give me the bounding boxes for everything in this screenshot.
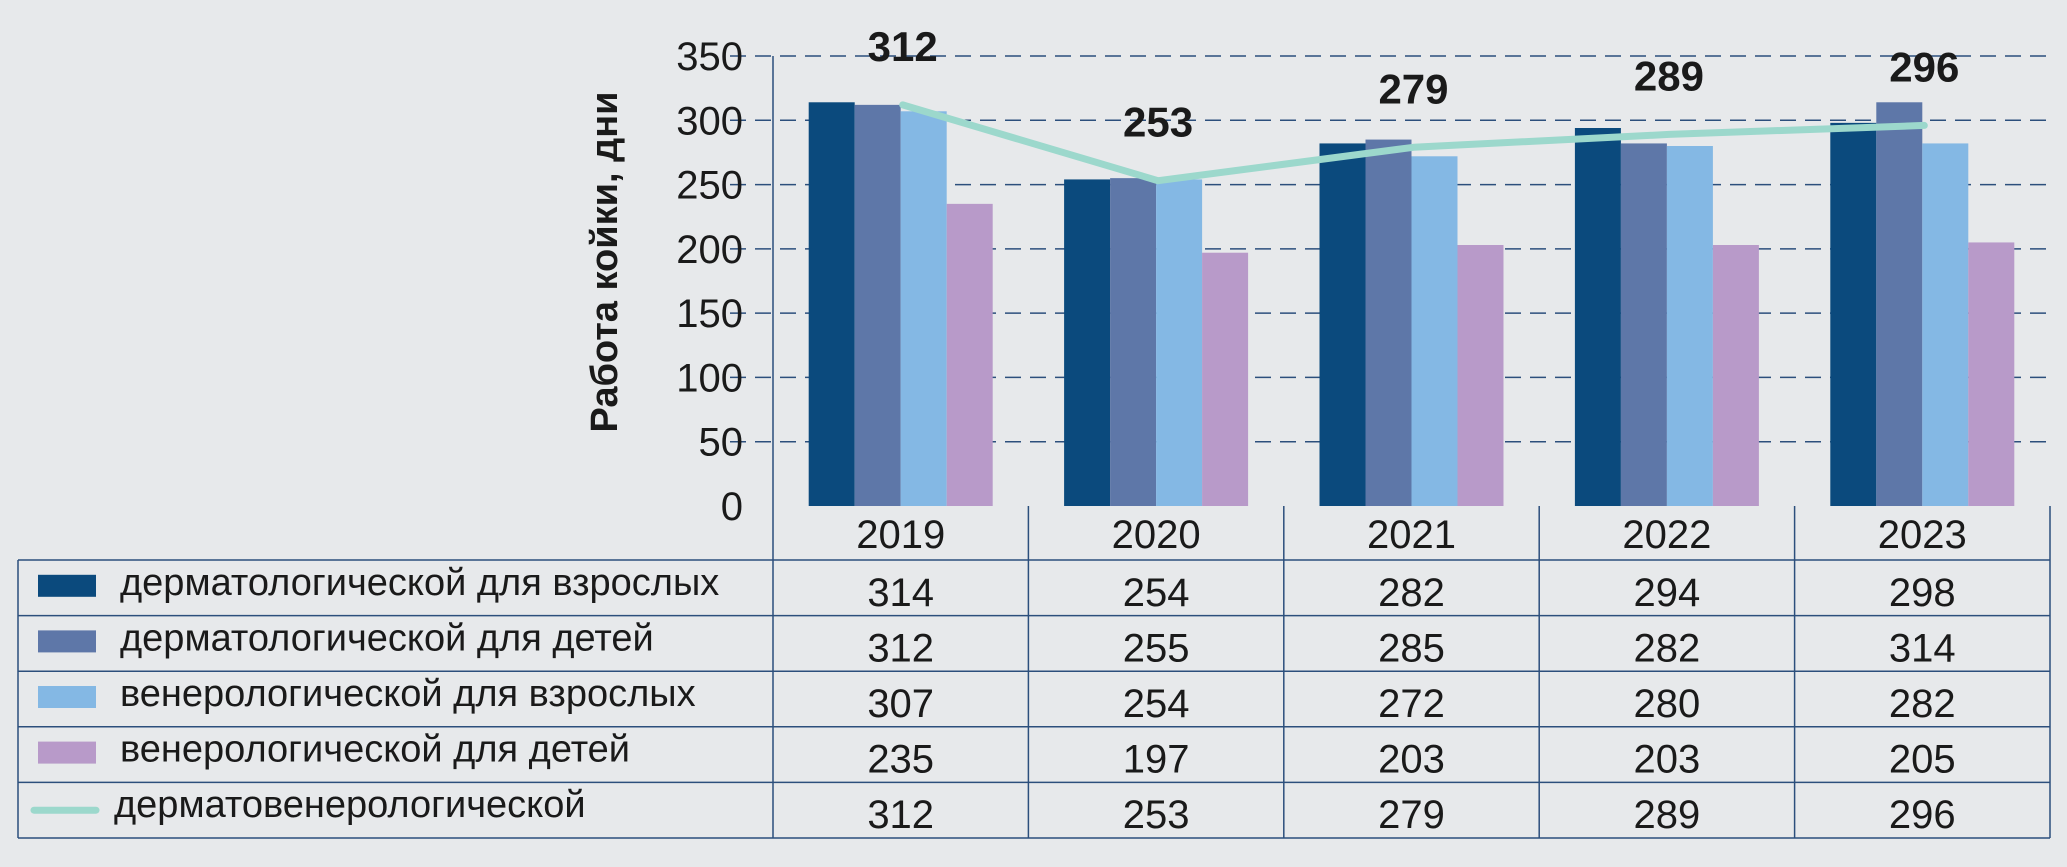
bar [946, 203, 993, 506]
table-cell-value: 197 [1123, 738, 1190, 782]
table-cell-value: 282 [1634, 626, 1701, 670]
bar [1319, 143, 1366, 506]
y-axis-ticks: 0 50 100 150 200 250 300 350 [676, 35, 743, 529]
table-cell-value: 205 [1889, 738, 1956, 782]
table-cell-value: 314 [1889, 626, 1956, 670]
data-label: 289 [1634, 52, 1704, 99]
bar [1620, 143, 1667, 506]
y-tick-label: 350 [676, 35, 743, 79]
table-cell-value: 307 [867, 682, 934, 726]
table-cell-value: 296 [1889, 793, 1956, 837]
table-cell-value: 203 [1634, 738, 1701, 782]
legend-label: дерматовенерологической [114, 784, 586, 826]
legend-swatch [38, 741, 96, 764]
bar [1110, 178, 1157, 506]
y-tick-label: 150 [676, 292, 743, 336]
table-cell-value: 280 [1634, 682, 1701, 726]
table-cell-value: 255 [1123, 626, 1190, 670]
legend-swatch [38, 574, 96, 597]
bar [1968, 242, 2015, 506]
data-label: 279 [1378, 65, 1448, 112]
bar [1156, 179, 1203, 506]
table-cell-value: 282 [1378, 571, 1445, 615]
table-cell-value: 253 [1123, 793, 1190, 837]
legend-swatch [38, 686, 96, 708]
y-tick-label: 100 [676, 356, 743, 400]
bar [1876, 102, 1923, 507]
category-label: 2023 [1878, 513, 1967, 557]
table-cell-value: 254 [1123, 571, 1190, 615]
legend-label: венерологической для взрослых [120, 673, 696, 715]
table-cell-value: 289 [1634, 793, 1701, 837]
bar [1712, 245, 1759, 506]
bar [1574, 128, 1621, 506]
table-cell-value: 314 [867, 571, 934, 615]
table-cell-value: 285 [1378, 626, 1445, 670]
table-cell-value: 203 [1378, 738, 1445, 782]
data-label: 296 [1889, 43, 1959, 90]
bar [1411, 156, 1458, 507]
category-label: 2020 [1112, 513, 1201, 557]
table-cell-value: 312 [867, 626, 934, 670]
legend-label: венерологической для детей [120, 729, 630, 771]
legend-label: дерматологической для детей [120, 617, 654, 659]
bar [1365, 139, 1412, 507]
line-series: 312 253 279 289 296 [868, 23, 1959, 185]
legend-swatch [38, 630, 96, 653]
data-label: 253 [1123, 99, 1193, 146]
table-cell-value: 235 [867, 738, 934, 782]
bar [1830, 122, 1877, 506]
y-tick-label: 250 [676, 164, 743, 208]
bar [1457, 245, 1504, 506]
table-cell-value: 294 [1634, 571, 1701, 615]
table-cell-value: 312 [867, 793, 934, 837]
category-label: 2022 [1622, 513, 1711, 557]
category-label: 2021 [1367, 513, 1456, 557]
y-axis-title: Работа койки, дни [584, 91, 626, 432]
data-label: 312 [868, 23, 938, 70]
table-cell-value: 298 [1889, 571, 1956, 615]
bars [808, 102, 2015, 507]
bar [1064, 179, 1111, 506]
data-table: 2019 2020 2021 2022 2023 дерматологической дл… [17, 506, 2051, 839]
category-label: 2019 [856, 513, 945, 557]
y-tick-label: 200 [676, 228, 743, 272]
bar [1666, 146, 1713, 506]
bar [900, 111, 947, 507]
table-cell-value: 254 [1123, 682, 1190, 726]
table-cell-value: 272 [1378, 682, 1445, 726]
legend-label: дерматологической для взрослых [120, 562, 719, 604]
bar [1922, 143, 1969, 506]
bar [808, 102, 855, 507]
line-series-path [899, 101, 1928, 185]
y-tick-label: 300 [676, 99, 743, 143]
bar [854, 104, 901, 506]
bar [1202, 252, 1249, 506]
y-tick-label: 50 [699, 421, 744, 465]
table-cell-value: 282 [1889, 682, 1956, 726]
y-tick-label: 0 [721, 485, 743, 529]
table-cell-value: 279 [1378, 793, 1445, 837]
